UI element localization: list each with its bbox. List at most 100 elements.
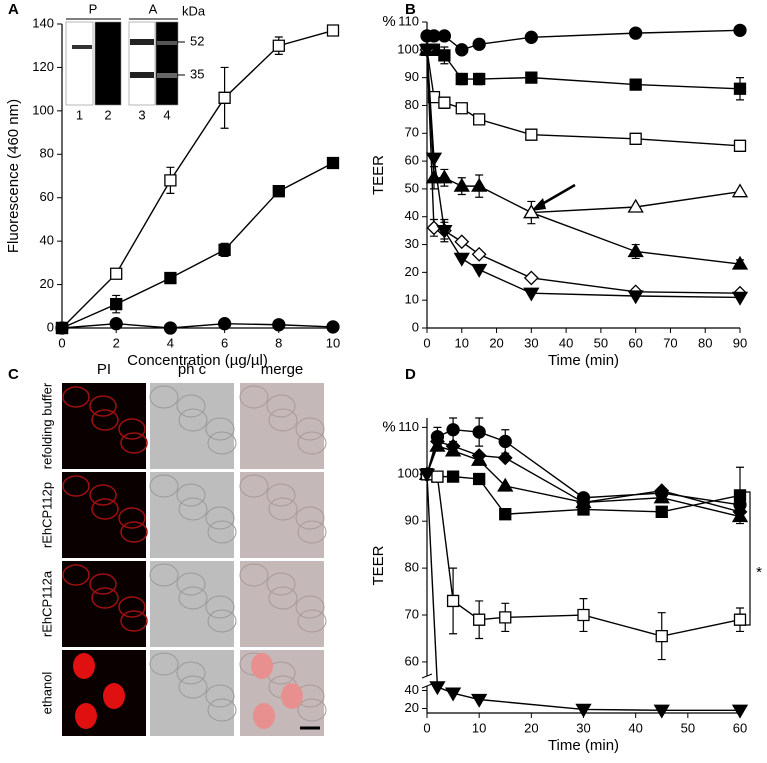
cell-outline [149, 385, 179, 409]
data-point [499, 611, 512, 624]
x-tick-label: 20 [524, 720, 538, 735]
data-point [733, 139, 747, 152]
y-tick-label: 100 [397, 466, 419, 481]
arrow-head [531, 198, 546, 211]
y-tick-label: 90 [405, 69, 419, 84]
data-point [471, 177, 488, 192]
x-tick-label: 0 [58, 335, 65, 350]
x-tick-label: 40 [559, 335, 573, 350]
y-tick-label: 10 [405, 292, 419, 307]
lane-label: 1 [76, 107, 83, 122]
cell-outline [297, 520, 327, 544]
data-point [653, 704, 670, 719]
panel-label: A [8, 1, 19, 18]
stain [89, 573, 117, 595]
y-axis-label: Fluorescence (460 nm) [5, 99, 22, 253]
group-label: P [89, 1, 98, 16]
blot-lane [128, 21, 156, 106]
stain [91, 498, 119, 520]
data-point [429, 437, 446, 452]
y-tick-label: 70 [405, 606, 419, 621]
cell-outline [178, 497, 208, 521]
x-tick-label: 0 [423, 335, 430, 350]
cell-outline [268, 408, 298, 432]
data-point [653, 489, 670, 504]
cell-outline [149, 563, 179, 587]
lane-label: 2 [104, 107, 111, 122]
size-label: 52 [190, 33, 204, 48]
series-line [426, 473, 741, 637]
data-point [577, 503, 590, 516]
x-tick-label: 50 [594, 335, 608, 350]
y-tick-label: 30 [405, 236, 419, 251]
x-tick-label: 10 [472, 720, 486, 735]
x-tick-label: 50 [681, 720, 695, 735]
data-point [164, 174, 177, 187]
data-point [110, 267, 123, 280]
stain [62, 386, 90, 408]
y-unit: % [382, 418, 395, 435]
data-point [525, 128, 538, 141]
y-tick-label: 60 [405, 153, 419, 168]
data-point [629, 26, 643, 40]
data-point [163, 321, 178, 335]
series-line [426, 49, 741, 147]
blot-band [157, 41, 177, 45]
data-point [629, 78, 642, 91]
cell-outline [297, 609, 327, 633]
size-label: 35 [190, 66, 204, 81]
data-point [471, 246, 487, 262]
data-point [438, 49, 451, 62]
data-point [217, 317, 232, 331]
data-point [425, 152, 443, 167]
nucleus [251, 653, 273, 679]
blot-band [130, 39, 154, 45]
column-label: merge [261, 361, 304, 378]
blot-band [130, 72, 154, 78]
data-point [453, 177, 470, 192]
x-tick-label: 90 [733, 335, 747, 350]
y-tick-label: 60 [40, 189, 54, 204]
data-point [472, 37, 486, 51]
data-point [473, 472, 486, 486]
data-point [436, 224, 453, 239]
row-label: rEhCP112a [39, 570, 54, 637]
cell-outline [239, 474, 269, 498]
nucleus [103, 683, 125, 709]
stain [89, 484, 117, 506]
y-tick-label: 140 [32, 15, 54, 30]
cell-outline [207, 698, 237, 722]
data-point [524, 30, 538, 44]
data-point [733, 613, 747, 626]
data-point [497, 477, 514, 492]
y-tick-label: 20 [405, 700, 419, 715]
y-tick-label: 20 [40, 276, 54, 291]
blot-band [157, 73, 177, 78]
group-label: A [149, 1, 158, 16]
y-tick-label: 80 [40, 146, 54, 161]
y-tick-label: 0 [412, 319, 419, 334]
stain [120, 521, 148, 543]
stain [120, 610, 148, 632]
stain [62, 564, 90, 586]
phase-image [150, 383, 234, 469]
y-unit: % [382, 13, 395, 30]
data-point [272, 185, 285, 198]
cell-outline [205, 684, 235, 708]
x-axis-label: Time (min) [548, 737, 619, 754]
cell-outline [176, 483, 206, 507]
data-point [418, 468, 436, 483]
series-line [61, 322, 334, 329]
data-point [429, 681, 446, 696]
data-point [110, 297, 123, 311]
panel-label: D [405, 366, 416, 383]
data-point [455, 102, 468, 115]
x-tick-label: 20 [489, 335, 503, 350]
data-point [326, 24, 340, 37]
data-point [446, 594, 460, 608]
x-tick-label: 60 [628, 335, 642, 350]
data-point [655, 505, 668, 518]
y-axis-label: TEER [370, 155, 387, 195]
nucleus [75, 703, 97, 729]
